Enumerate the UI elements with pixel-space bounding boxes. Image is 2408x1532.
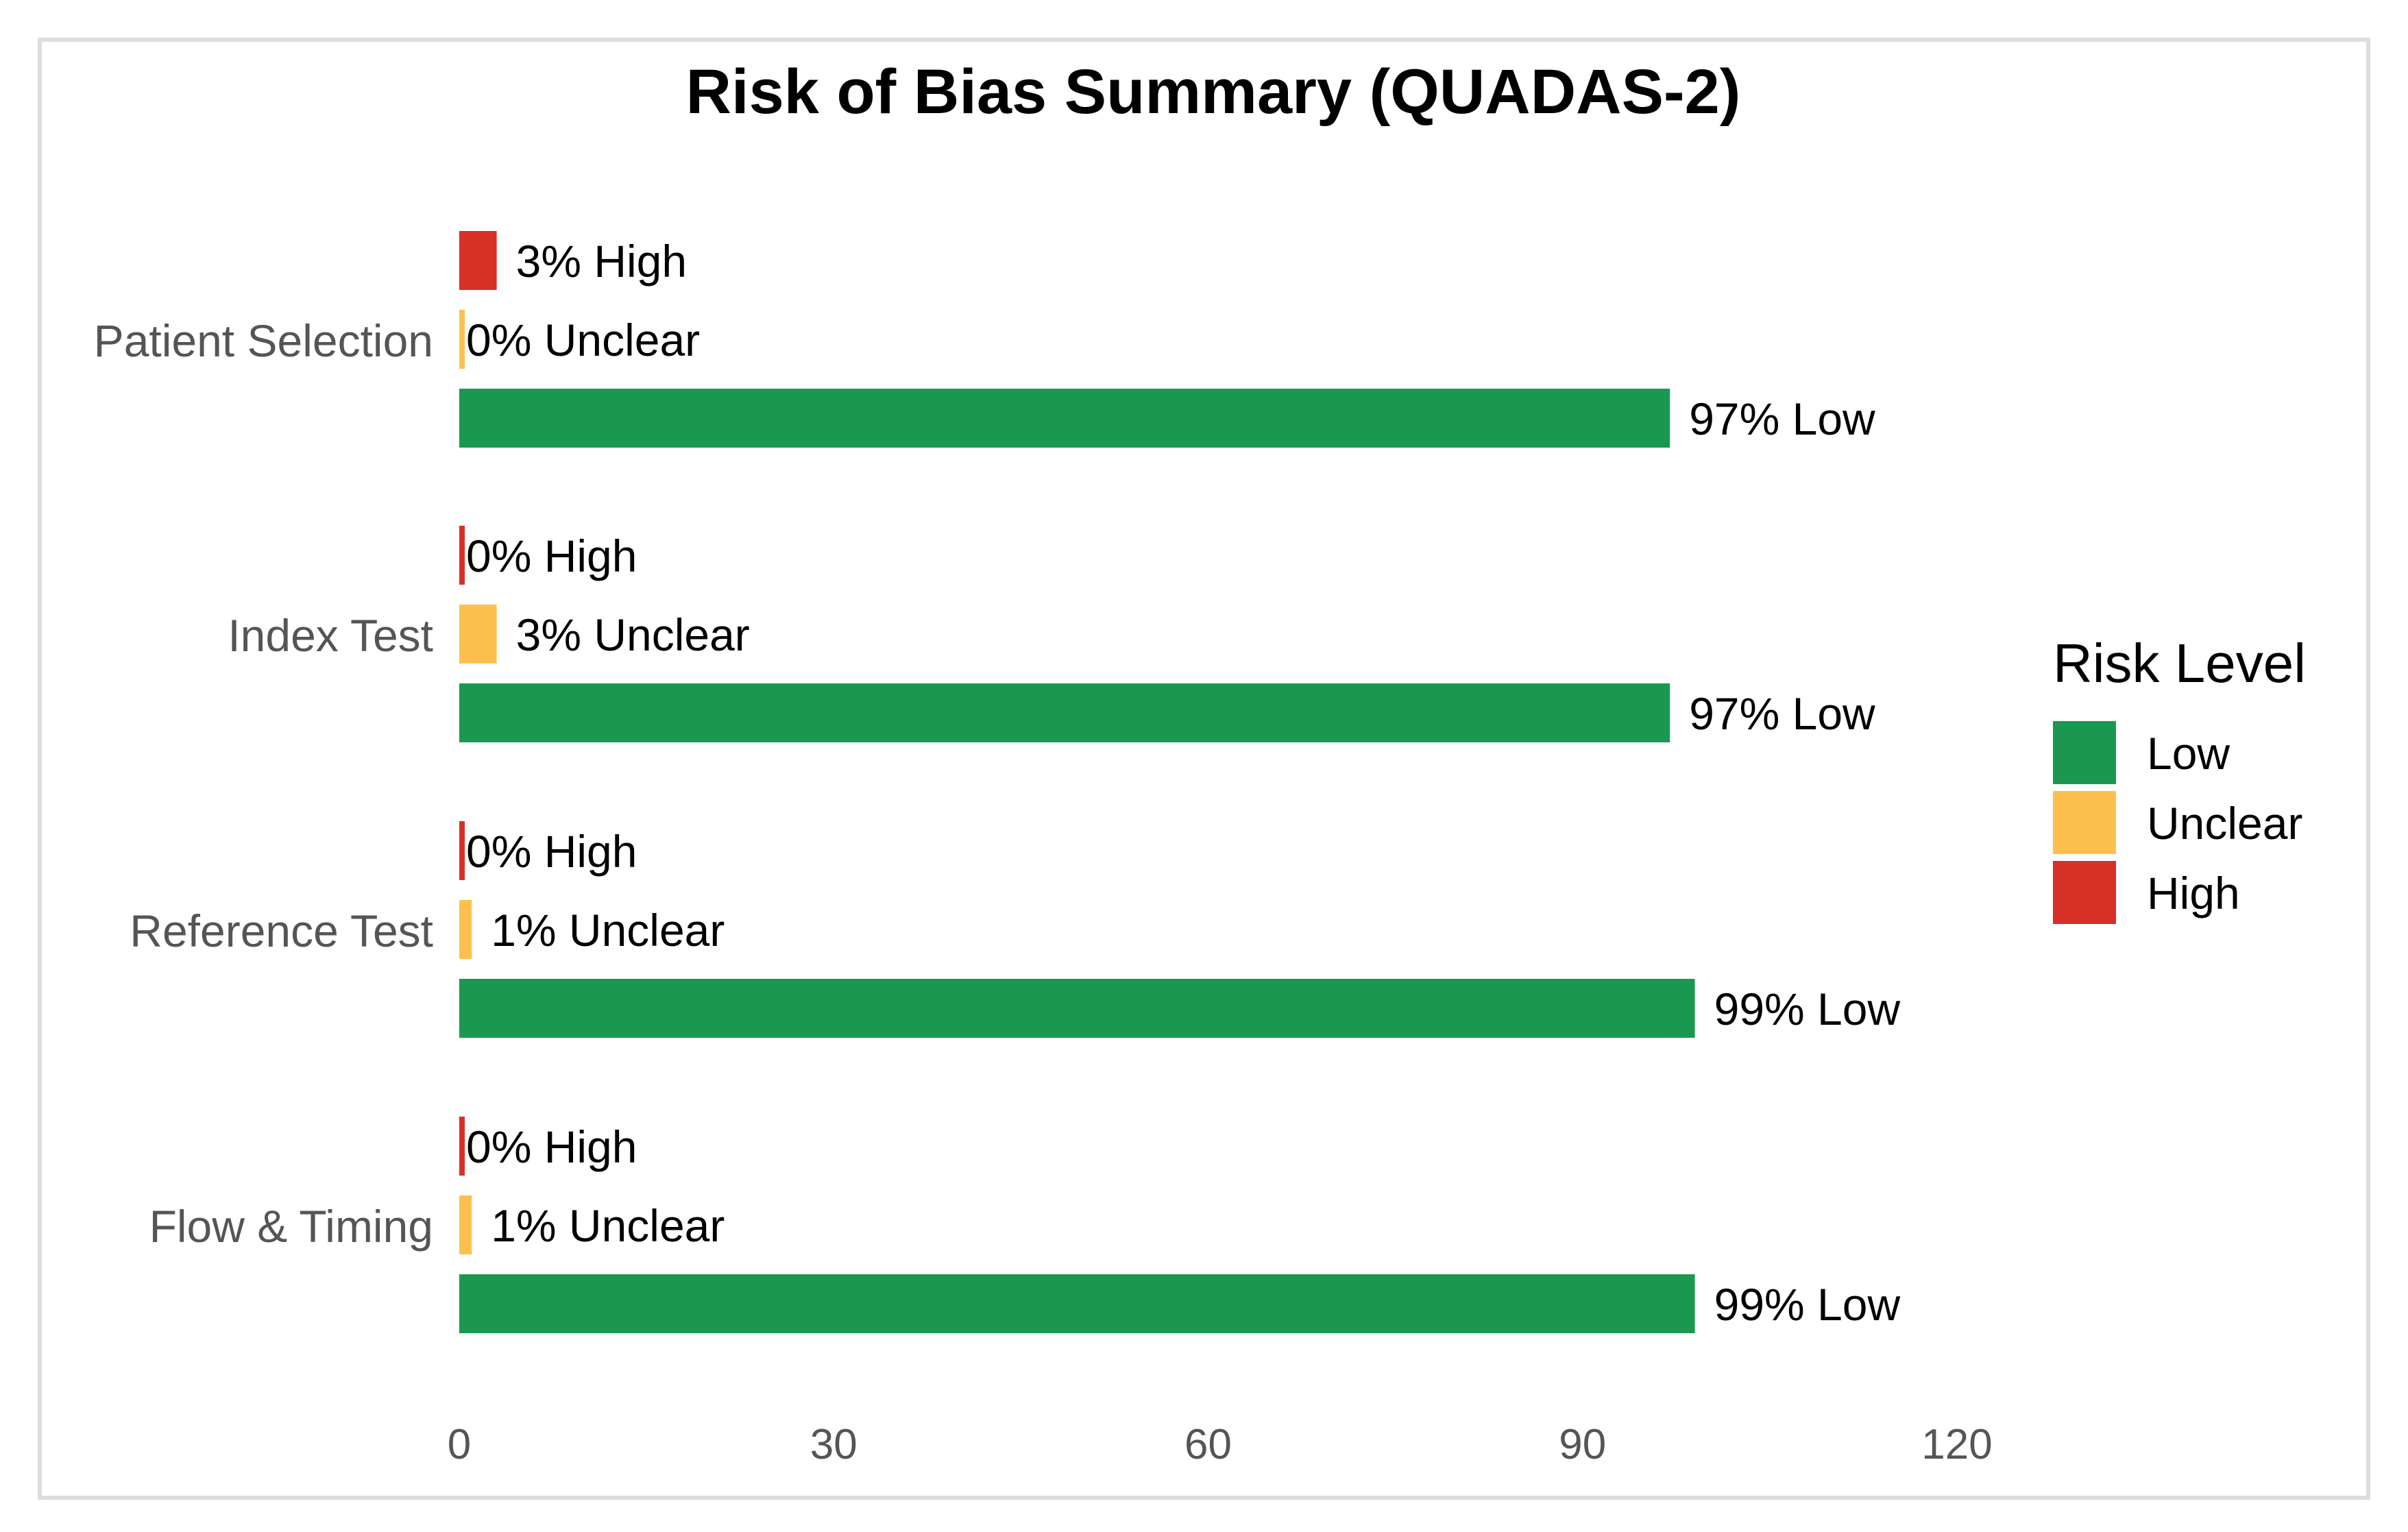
bar-label-flow-timing-unclear: 1% Unclear [491, 1200, 725, 1251]
bar-index-test-high [459, 526, 465, 585]
bar-labels: 3% High 0% High 0% High 0% High 0% Unclear 3%… [466, 236, 1900, 1330]
bar-flow-timing-low [459, 1274, 1695, 1333]
legend-label-high: High [2147, 868, 2240, 919]
bar-label-patient-selection-high: 3% High [516, 236, 687, 287]
legend: Risk Level Low Unclear High [2053, 633, 2306, 924]
legend-swatch-low [2053, 721, 2116, 784]
legend-title: Risk Level [2053, 633, 2306, 694]
bar-flow-timing-unclear [459, 1195, 472, 1254]
category-label-index-test: Index Test [228, 610, 433, 661]
x-tick-label: 60 [1184, 1421, 1232, 1468]
bar-index-test-low [459, 683, 1670, 742]
bar-label-flow-timing-low: 99% Low [1714, 1279, 1901, 1330]
bar-flow-timing-high [459, 1117, 465, 1176]
bar-reference-test-low [459, 979, 1695, 1038]
x-tick-label: 120 [1921, 1421, 1992, 1468]
bar-patient-selection-high [459, 231, 497, 290]
bar-patient-selection-low [459, 389, 1670, 448]
legend-label-low: Low [2147, 728, 2230, 779]
bar-patient-selection-unclear [459, 310, 465, 369]
legend-swatch-unclear [2053, 791, 2116, 854]
bar-label-index-test-unclear: 3% Unclear [516, 609, 750, 660]
chart-border [38, 38, 2370, 1500]
x-tick-label: 90 [1559, 1421, 1606, 1468]
bar-reference-test-unclear [459, 900, 472, 959]
category-labels: Patient Selection Index Test Reference Tes… [94, 315, 433, 1252]
category-label-reference-test: Reference Test [130, 905, 433, 956]
bar-label-index-test-low: 97% Low [1689, 688, 1875, 739]
category-label-flow-timing: Flow & Timing [149, 1201, 433, 1252]
bars [459, 231, 1695, 1333]
x-tick-label: 0 [448, 1421, 471, 1468]
bar-label-reference-test-high: 0% High [466, 826, 637, 877]
x-tick-label: 30 [810, 1421, 858, 1468]
legend-label-unclear: Unclear [2147, 798, 2302, 849]
bar-label-patient-selection-unclear: 0% Unclear [466, 315, 700, 365]
category-label-patient-selection: Patient Selection [94, 315, 433, 366]
chart-title: Risk of Bias Summary (QUADAS-2) [686, 57, 1741, 127]
legend-entries: Low Unclear High [2053, 721, 2302, 924]
legend-swatch-high [2053, 861, 2116, 924]
bar-label-index-test-high: 0% High [466, 531, 637, 581]
bar-label-patient-selection-low: 97% Low [1689, 393, 1875, 444]
bar-label-flow-timing-high: 0% High [466, 1121, 637, 1172]
x-axis-ticks: 0 30 60 90 120 [448, 1421, 1993, 1468]
bar-label-reference-test-low: 99% Low [1714, 984, 1901, 1034]
bar-reference-test-high [459, 821, 465, 880]
bar-index-test-unclear [459, 605, 497, 664]
bar-label-reference-test-unclear: 1% Unclear [491, 905, 725, 956]
